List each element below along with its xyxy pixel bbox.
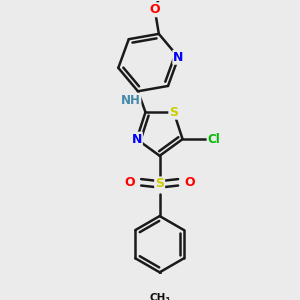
Text: NH: NH xyxy=(121,94,140,106)
Text: Cl: Cl xyxy=(208,133,220,146)
Text: S: S xyxy=(169,106,178,119)
Text: O: O xyxy=(149,3,160,16)
Text: N: N xyxy=(173,51,184,64)
Text: CH₃: CH₃ xyxy=(149,293,170,300)
Text: O: O xyxy=(184,176,195,189)
Text: N: N xyxy=(131,133,142,146)
Text: O: O xyxy=(124,176,135,189)
Text: S: S xyxy=(155,177,164,190)
